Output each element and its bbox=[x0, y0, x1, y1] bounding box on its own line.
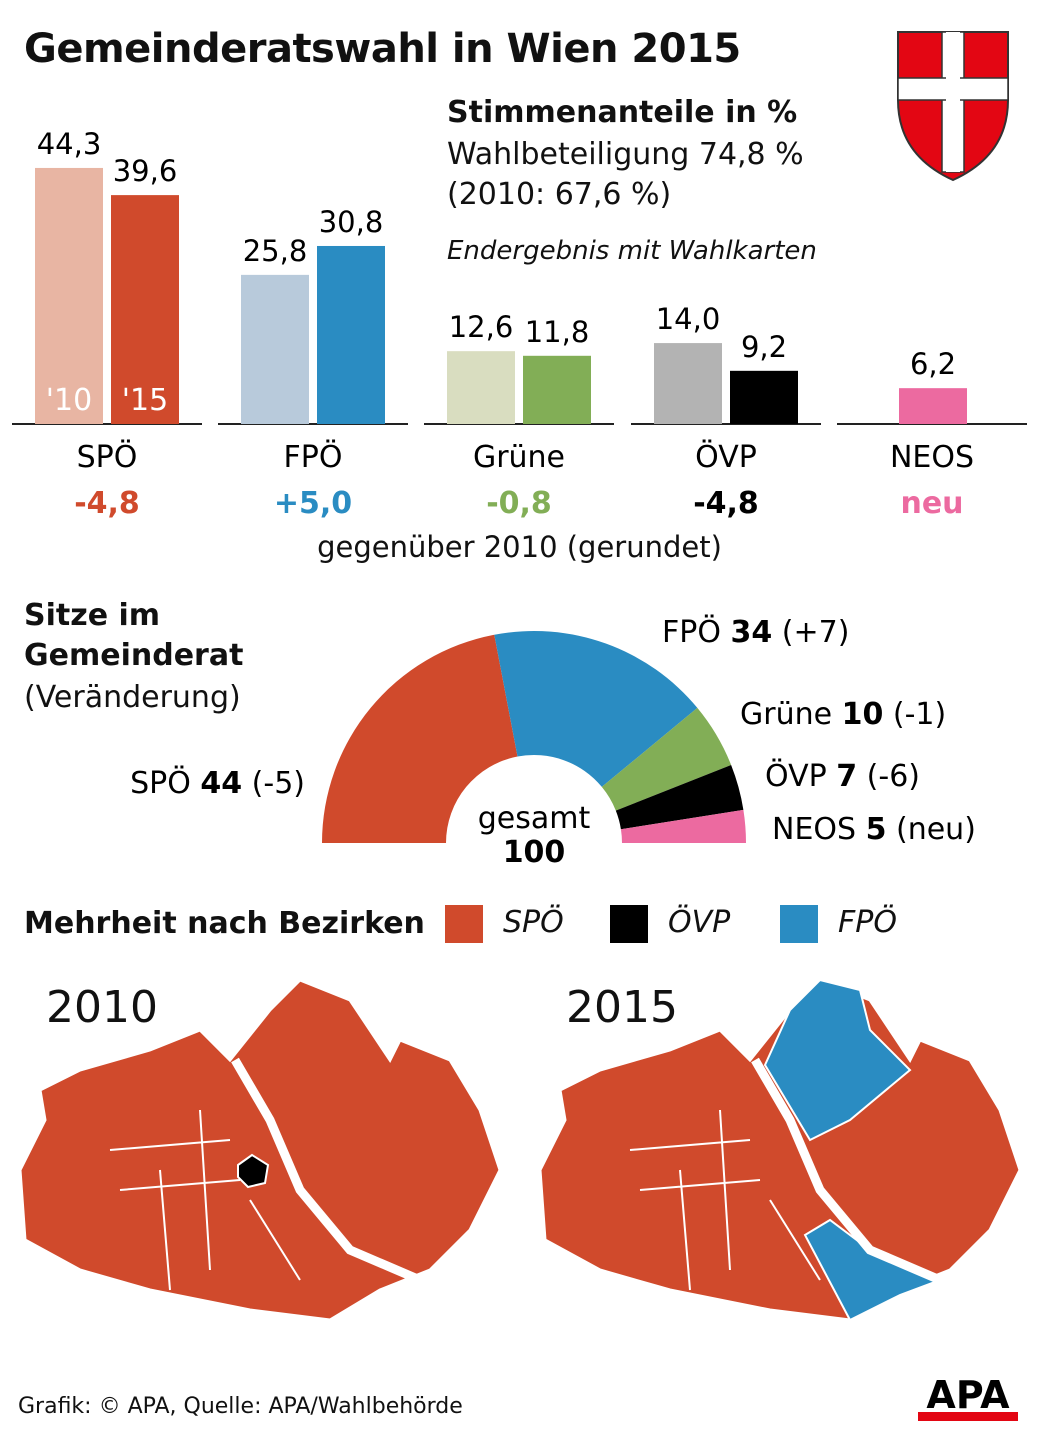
seat-slice-SPÖ bbox=[322, 634, 518, 843]
seat-label-ÖVP: ÖVP 7 (-6) bbox=[765, 758, 920, 794]
change-label: -4,8 bbox=[693, 486, 759, 521]
change-caption: gegenüber 2010 (gerundet) bbox=[317, 530, 722, 564]
seat-slice-NEOS bbox=[620, 809, 746, 843]
page-title: Gemeinderatswahl in Wien 2015 bbox=[24, 26, 741, 72]
majority-heading: Mehrheit nach Bezirken bbox=[24, 906, 425, 941]
bar-value-label: 9,2 bbox=[741, 330, 787, 364]
year-label: '10 bbox=[46, 383, 92, 418]
bar-FPÖ-'15 bbox=[317, 245, 385, 424]
legend-label: SPÖ bbox=[503, 905, 564, 940]
legend-swatch bbox=[610, 905, 648, 943]
bar-value-label: 39,6 bbox=[113, 154, 178, 188]
vienna-outline-2010 bbox=[18, 978, 502, 1322]
party-label: NEOS bbox=[890, 440, 974, 475]
votes-heading: Stimmenanteile in % bbox=[447, 95, 798, 130]
bar-NEOS-'15 bbox=[899, 388, 967, 424]
bar-value-label: 44,3 bbox=[37, 127, 102, 161]
seat-slice-ÖVP bbox=[615, 764, 744, 830]
seat-label-Grüne: Grüne 10 (-1) bbox=[740, 697, 946, 732]
party-label: Grüne bbox=[473, 440, 565, 475]
seats-total: 100 bbox=[503, 835, 566, 870]
svg-text:APA: APA bbox=[926, 1373, 1010, 1417]
change-label: -0,8 bbox=[486, 486, 552, 521]
map-2015 bbox=[538, 978, 1022, 1322]
bar-ÖVP-'10 bbox=[654, 343, 722, 424]
legend-swatch bbox=[445, 905, 483, 943]
seat-slice-Grüne bbox=[601, 707, 732, 811]
danube-2015 bbox=[751, 1057, 942, 1285]
bar-SPÖ-'10 bbox=[35, 167, 103, 425]
seat-label-FPÖ: FPÖ 34 (+7) bbox=[662, 614, 849, 650]
legend-swatch bbox=[780, 905, 818, 943]
map-2010-label: 2010 bbox=[46, 982, 158, 1033]
bar-value-label: 11,8 bbox=[525, 315, 590, 349]
district-maps bbox=[18, 978, 1022, 1322]
seat-slice-FPÖ bbox=[494, 631, 698, 787]
turnout: Wahlbeteiligung 74,8 % bbox=[447, 137, 804, 172]
bar-Grüne-'15 bbox=[523, 355, 591, 424]
bar-FPÖ-'10 bbox=[241, 274, 309, 424]
party-label: ÖVP bbox=[695, 439, 757, 475]
vote-share-bar-chart: 44,3 '10 39,6 '15 SPÖ -4,8 25,8 30,8 FPÖ +5,0 12,6… bbox=[12, 127, 1027, 521]
seat-label-SPÖ: SPÖ 44 (-5) bbox=[130, 765, 305, 801]
note: Endergebnis mit Wahlkarten bbox=[447, 236, 817, 266]
seat-label-NEOS: NEOS 5 (neu) bbox=[772, 812, 976, 847]
footer-source: Grafik: © APA, Quelle: APA/Wahlbehörde bbox=[18, 1394, 463, 1419]
seats-heading-2: Gemeinderat bbox=[24, 638, 244, 673]
bar-value-label: 14,0 bbox=[656, 302, 721, 336]
party-label: FPÖ bbox=[284, 439, 343, 475]
change-label: -4,8 bbox=[74, 486, 140, 521]
district-1-ovp bbox=[237, 1153, 270, 1189]
turnout-2010: (2010: 67,6 %) bbox=[447, 177, 672, 212]
bar-Grüne-'10 bbox=[447, 351, 515, 424]
legend-label: FPÖ bbox=[838, 905, 897, 940]
bar-value-label: 6,2 bbox=[910, 347, 956, 381]
legend-label: ÖVP bbox=[668, 905, 731, 940]
map-2015-label: 2015 bbox=[566, 982, 678, 1033]
bar-value-label: 25,8 bbox=[243, 234, 308, 268]
danube-2010 bbox=[231, 1057, 422, 1285]
apa-logo: APA bbox=[918, 1372, 1018, 1422]
district-21-fpo bbox=[763, 978, 912, 1142]
seats-heading-1: Sitze im bbox=[24, 598, 161, 633]
bar-SPÖ-'15 bbox=[111, 195, 179, 424]
bar-value-label: 12,6 bbox=[449, 310, 514, 344]
bar-ÖVP-'15 bbox=[730, 370, 798, 424]
seats-heading-3: (Veränderung) bbox=[24, 680, 241, 715]
vienna-coat-of-arms-icon bbox=[897, 31, 1009, 182]
bar-value-label: 30,8 bbox=[319, 205, 384, 239]
seats-total-label: gesamt bbox=[478, 801, 591, 836]
change-label: +5,0 bbox=[274, 486, 352, 521]
map-2010 bbox=[18, 978, 502, 1322]
year-label: '15 bbox=[122, 383, 168, 418]
party-label: SPÖ bbox=[77, 439, 138, 475]
change-label: neu bbox=[900, 486, 963, 521]
